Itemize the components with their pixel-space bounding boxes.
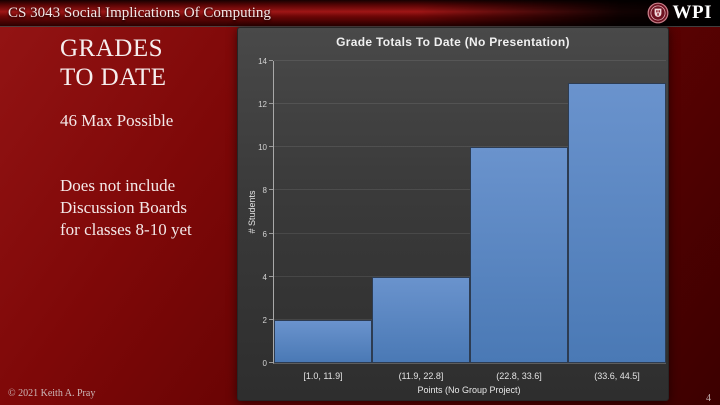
copyright-text: © 2021 Keith A. Pray <box>8 388 96 399</box>
y-tick-mark <box>269 60 273 61</box>
max-possible-text: 46 Max Possible <box>60 111 174 130</box>
slide-heading-line2: TO DATE <box>60 64 167 91</box>
slide-heading: GRADES TO DATE <box>60 34 167 92</box>
y-tick-mark <box>269 103 273 105</box>
x-tick-label: [1.0, 11.9] <box>303 371 343 381</box>
note-line-3: for classes 8-10 yet <box>60 220 192 239</box>
y-tick-mark <box>269 146 273 148</box>
y-tick-label: 14 <box>258 57 267 66</box>
wpi-logo: WPI <box>647 0 713 26</box>
y-axis-label: # Students <box>247 190 257 234</box>
x-tick-label: (22.8, 33.6] <box>496 371 542 381</box>
chart-title: Grade Totals To Date (No Presentation) <box>336 35 570 49</box>
wpi-logo-text: WPI <box>672 2 712 23</box>
bar <box>568 82 666 363</box>
page-number: 4 <box>706 393 711 404</box>
gridline <box>274 103 666 105</box>
bar <box>372 276 470 363</box>
note-line-1: Does not include <box>60 176 176 195</box>
y-tick-mark <box>269 232 273 234</box>
x-axis-label: Points (No Group Project) <box>417 385 521 395</box>
bar <box>274 319 372 363</box>
y-tick-mark <box>269 318 273 320</box>
y-tick-label: 6 <box>262 229 267 239</box>
note-line-2: Discussion Boards <box>60 198 188 217</box>
gridline <box>274 60 666 61</box>
y-tick-label: 4 <box>262 272 267 282</box>
y-tick-label: 10 <box>258 143 267 153</box>
plot-area: 0 2 4 6 8 10 12 14 [1.0, 11.9] (11.9, 22.8] (22.8,… <box>258 57 666 381</box>
y-tick-label: 12 <box>258 100 267 110</box>
y-tick-mark <box>269 189 273 191</box>
y-tick-label: 2 <box>262 315 267 325</box>
wpi-seal-icon <box>647 2 669 24</box>
slide-heading-line1: GRADES <box>60 35 164 62</box>
note-text: Does not include Discussion Boards for c… <box>60 175 192 241</box>
bar <box>470 147 568 363</box>
y-tick-mark <box>269 275 273 277</box>
y-tick-label: 0 <box>262 359 267 368</box>
y-tick-mark <box>269 362 273 363</box>
x-tick-label: (33.6, 44.5] <box>594 371 640 381</box>
y-tick-label: 8 <box>262 186 267 196</box>
course-title: CS 3043 Social Implications Of Computing <box>8 5 271 21</box>
chart-panel: Grade Totals To Date (No Presentation) #… <box>237 27 669 401</box>
x-tick-label: (11.9, 22.8] <box>398 371 444 381</box>
gridline <box>274 146 666 148</box>
slide-header-bar: CS 3043 Social Implications Of Computing… <box>0 0 720 27</box>
